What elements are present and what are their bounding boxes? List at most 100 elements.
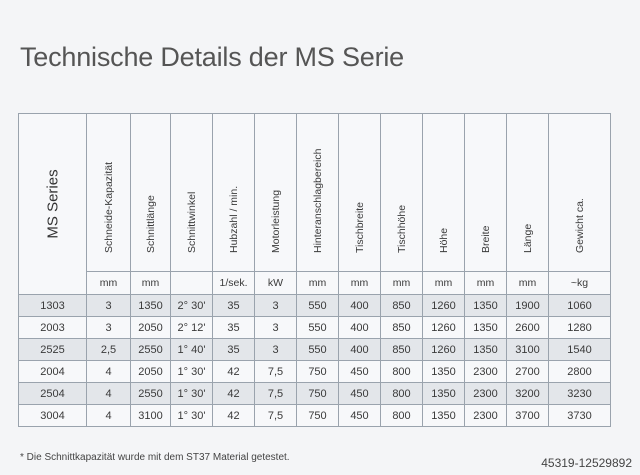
column-header: Motorleistung: [254, 113, 297, 272]
column-header: Länge: [506, 113, 549, 272]
units-row: mm mm 1/sek. kW mm mm mm mm mm mm ~kg: [19, 271, 611, 295]
table-cell: 42: [212, 382, 255, 405]
table-cell: 4: [86, 382, 131, 405]
table-cell: 35: [212, 294, 255, 317]
table-cell: 2050: [130, 316, 171, 339]
table-cell: 1060: [548, 294, 611, 317]
table-cell: 2550: [130, 338, 171, 361]
table-row: 1303 3 1350 2° 30' 35 3 550 400 850 1260…: [18, 294, 611, 317]
spec-sheet: MS Series Schneide-Kapazität Schnittläng…: [18, 113, 611, 427]
table-cell: 1260: [422, 294, 465, 317]
table-cell: 3230: [548, 382, 611, 405]
table-cell: 7,5: [254, 404, 297, 427]
unit-cell: mm: [86, 271, 131, 295]
table-cell: 750: [296, 360, 339, 383]
model-cell: 1303: [18, 294, 87, 317]
table-cell: 800: [380, 404, 423, 427]
table-cell: 850: [380, 338, 423, 361]
unit-cell: mm: [296, 271, 339, 295]
column-header-label: Länge: [521, 223, 534, 253]
series-header-cell: MS Series: [18, 113, 87, 295]
column-header-label: Hubzahl / min.: [227, 185, 240, 253]
table-row: 2504 4 2550 1° 30' 42 7,5 750 450 800 13…: [18, 382, 611, 405]
table-cell: 400: [338, 316, 381, 339]
table-cell: 550: [296, 294, 339, 317]
table-cell: 3700: [506, 404, 549, 427]
table-cell: 2° 30': [170, 294, 213, 317]
table-cell: 1540: [548, 338, 611, 361]
table-row: 2004 4 2050 1° 30' 42 7,5 750 450 800 13…: [18, 360, 611, 383]
table-cell: 450: [338, 382, 381, 405]
table-cell: 2,5: [86, 338, 131, 361]
table-cell: 2550: [130, 382, 171, 405]
table-cell: 1350: [464, 294, 507, 317]
table-cell: 2600: [506, 316, 549, 339]
column-header-label: Schneide-Kapazität: [102, 161, 115, 253]
table-cell: 3: [86, 294, 131, 317]
model-cell: 2004: [18, 360, 87, 383]
column-header-label: Tischbreite: [353, 202, 366, 253]
unit-cell: ~kg: [548, 271, 611, 295]
table-cell: 550: [296, 316, 339, 339]
table-cell: 1° 30': [170, 360, 213, 383]
table-cell: 1° 30': [170, 382, 213, 405]
column-header-label: Hinteranschlagbereich: [311, 148, 324, 253]
unit-cell: mm: [380, 271, 423, 295]
table-cell: 850: [380, 316, 423, 339]
table-row: 2525 2,5 2550 1° 40' 35 3 550 400 850 12…: [18, 338, 611, 361]
table-cell: 1900: [506, 294, 549, 317]
column-header: Höhe: [422, 113, 465, 272]
table-cell: 3: [86, 316, 131, 339]
table-cell: 1° 40': [170, 338, 213, 361]
table-cell: 3100: [506, 338, 549, 361]
unit-cell: mm: [464, 271, 507, 295]
table-cell: 2700: [506, 360, 549, 383]
unit-cell: kW: [254, 271, 297, 295]
table-cell: 2300: [464, 360, 507, 383]
table-cell: 3: [254, 316, 297, 339]
column-header: Hubzahl / min.: [212, 113, 255, 272]
model-cell: 2525: [18, 338, 87, 361]
table-cell: 450: [338, 360, 381, 383]
listing-id-watermark: 45319-12529892: [541, 456, 632, 470]
table-cell: 750: [296, 382, 339, 405]
table-cell: 42: [212, 360, 255, 383]
table-cell: 35: [212, 338, 255, 361]
table-row: 3004 4 3100 1° 30' 42 7,5 750 450 800 13…: [18, 404, 611, 427]
table-cell: 1350: [130, 294, 171, 317]
column-header-label: Schnittwinkel: [185, 191, 198, 253]
specs-table: MS Series Schneide-Kapazität Schnittläng…: [18, 113, 611, 427]
table-cell: 1350: [422, 360, 465, 383]
table-cell: 2300: [464, 382, 507, 405]
column-header: Schnittlänge: [130, 113, 171, 272]
table-cell: 800: [380, 382, 423, 405]
column-header: Hinteranschlagbereich: [296, 113, 339, 272]
table-cell: 850: [380, 294, 423, 317]
table-cell: 2800: [548, 360, 611, 383]
column-header-label: Tischhöhe: [395, 204, 408, 253]
table-cell: 1350: [464, 316, 507, 339]
unit-cell: mm: [338, 271, 381, 295]
table-cell: 42: [212, 404, 255, 427]
column-header-label: Gewicht ca.: [573, 198, 586, 253]
unit-cell: mm: [506, 271, 549, 295]
table-cell: 1350: [422, 404, 465, 427]
footnote: * Die Schnittkapazität wurde mit dem ST3…: [20, 452, 290, 463]
column-header-label: Breite: [479, 225, 492, 253]
table-cell: 1350: [422, 382, 465, 405]
column-header: Schnittwinkel: [170, 113, 213, 272]
column-header-label: Schnittlänge: [144, 195, 157, 253]
table-cell: 2300: [464, 404, 507, 427]
column-header: Gewicht ca.: [548, 113, 611, 272]
table-cell: 750: [296, 404, 339, 427]
table-cell: 3100: [130, 404, 171, 427]
table-cell: 4: [86, 360, 131, 383]
table-cell: 400: [338, 338, 381, 361]
table-cell: 35: [212, 316, 255, 339]
unit-cell: [170, 271, 213, 295]
column-header: Breite: [464, 113, 507, 272]
model-cell: 3004: [18, 404, 87, 427]
table-cell: 7,5: [254, 360, 297, 383]
table-cell: 3: [254, 294, 297, 317]
table-cell: 7,5: [254, 382, 297, 405]
